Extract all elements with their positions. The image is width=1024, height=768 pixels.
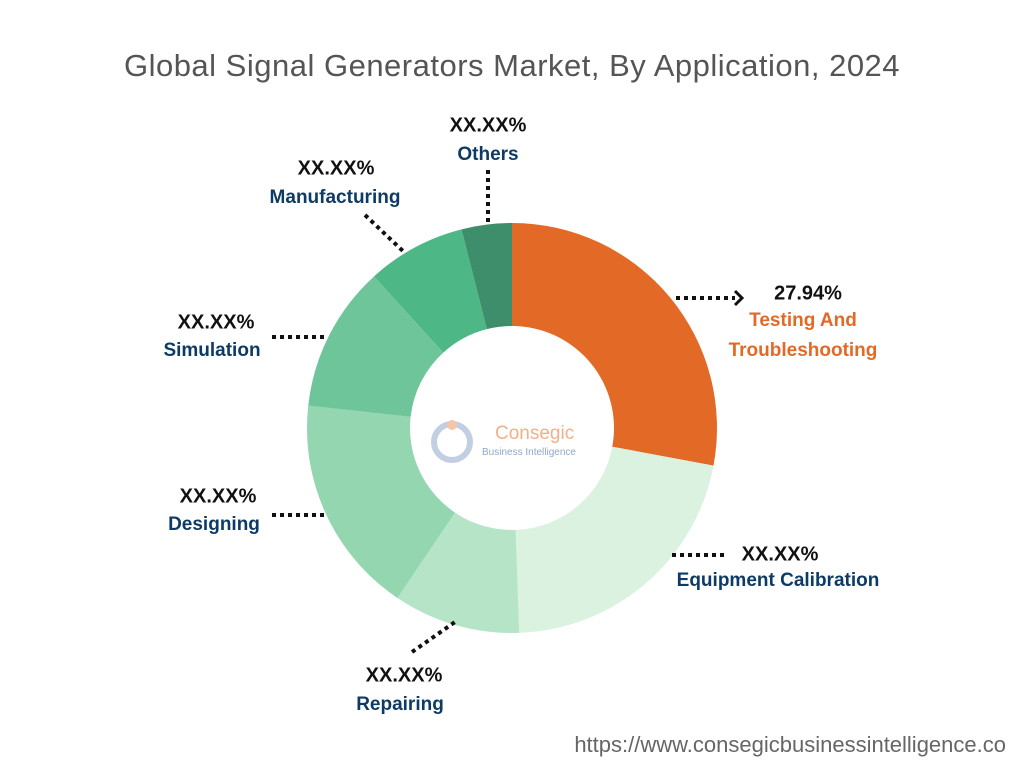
- leader-arrow: [733, 289, 745, 307]
- category-label: Others: [457, 144, 519, 165]
- donut-slice: [308, 276, 444, 417]
- category-label: Designing: [168, 514, 260, 535]
- value-label: XX.XX%: [179, 485, 257, 508]
- value-label: XX.XX%: [297, 157, 375, 180]
- leader-line: [410, 620, 457, 654]
- donut-slice: [512, 223, 717, 466]
- category-label: Manufacturing: [269, 187, 401, 208]
- category-label: Equipment Calibration: [676, 570, 880, 591]
- leader-line: [363, 213, 407, 255]
- value-label: XX.XX%: [449, 114, 527, 137]
- watermark-name: Consegic: [495, 423, 574, 444]
- value-label: XX.XX%: [365, 664, 443, 687]
- value-label: XX.XX%: [177, 311, 255, 334]
- donut-slice: [515, 446, 714, 633]
- category-label: Testing And Troubleshooting: [728, 310, 878, 361]
- watermark-logo: [431, 420, 473, 463]
- category-label: Simulation: [163, 340, 261, 361]
- value-label: 27.94%: [774, 282, 842, 305]
- value-label: XX.XX%: [741, 543, 819, 566]
- watermark-tagline: Business Intelligence: [482, 447, 576, 458]
- donut-slice: [461, 223, 512, 330]
- donut-slice: [373, 229, 487, 353]
- chart-title: Global Signal Generators Market, By Appl…: [123, 48, 901, 83]
- donut-slice: [307, 405, 455, 598]
- source-url: https://www.consegicbusinessintelligence…: [574, 732, 1006, 757]
- category-label: Repairing: [356, 694, 444, 715]
- donut-slice: [397, 512, 520, 633]
